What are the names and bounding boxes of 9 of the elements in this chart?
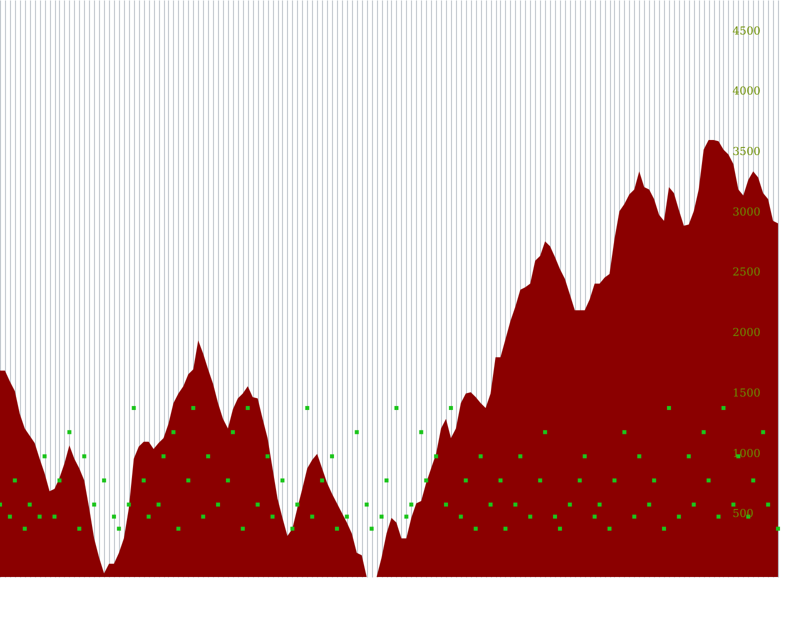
y-tick-label: 4500 [732, 24, 760, 38]
y-tick-label: 3000 [732, 205, 760, 218]
y-tick-label: 2000 [732, 326, 760, 340]
y-tick-label: 4000 [732, 84, 760, 98]
y-tick-label: 3500 [732, 145, 760, 158]
y-tick-label: 1000 [732, 446, 760, 460]
y-tick-label: 500 [732, 507, 754, 520]
y-tick-label: 1500 [732, 386, 760, 400]
y-tick-label: 2500 [732, 266, 760, 279]
